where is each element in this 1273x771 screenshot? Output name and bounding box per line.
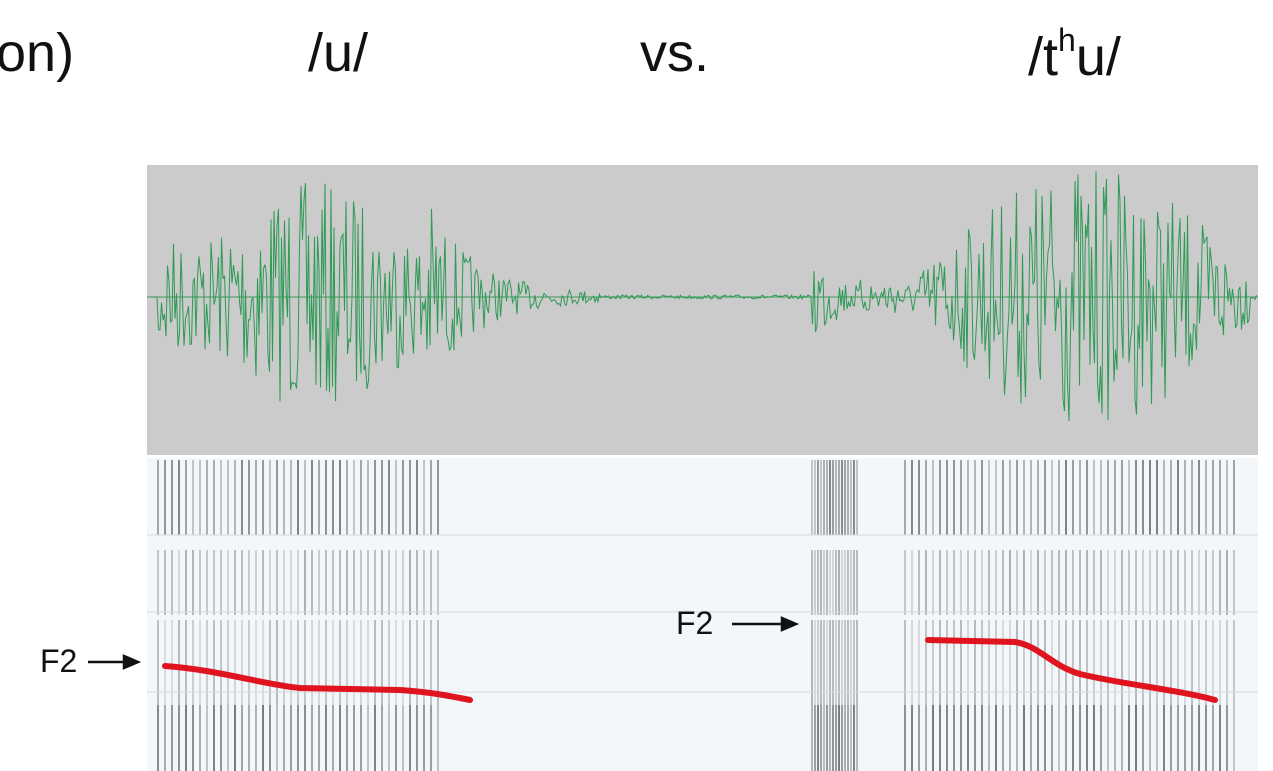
versus: vs.	[640, 22, 709, 84]
aspiration: h	[1058, 22, 1076, 58]
left-sound: /u/	[308, 22, 368, 84]
right-sound: /thu/	[1028, 22, 1121, 88]
f2-label-right: F2	[676, 605, 713, 642]
spectro-figure	[0, 0, 1273, 771]
cut-text: on)	[0, 22, 74, 84]
right-sound-after: u/	[1076, 27, 1121, 87]
f2-label-left: F2	[40, 643, 77, 680]
slide: on) /u/ vs. /thu/ F2 F2	[0, 0, 1273, 771]
right-sound-before: /t	[1028, 27, 1058, 87]
